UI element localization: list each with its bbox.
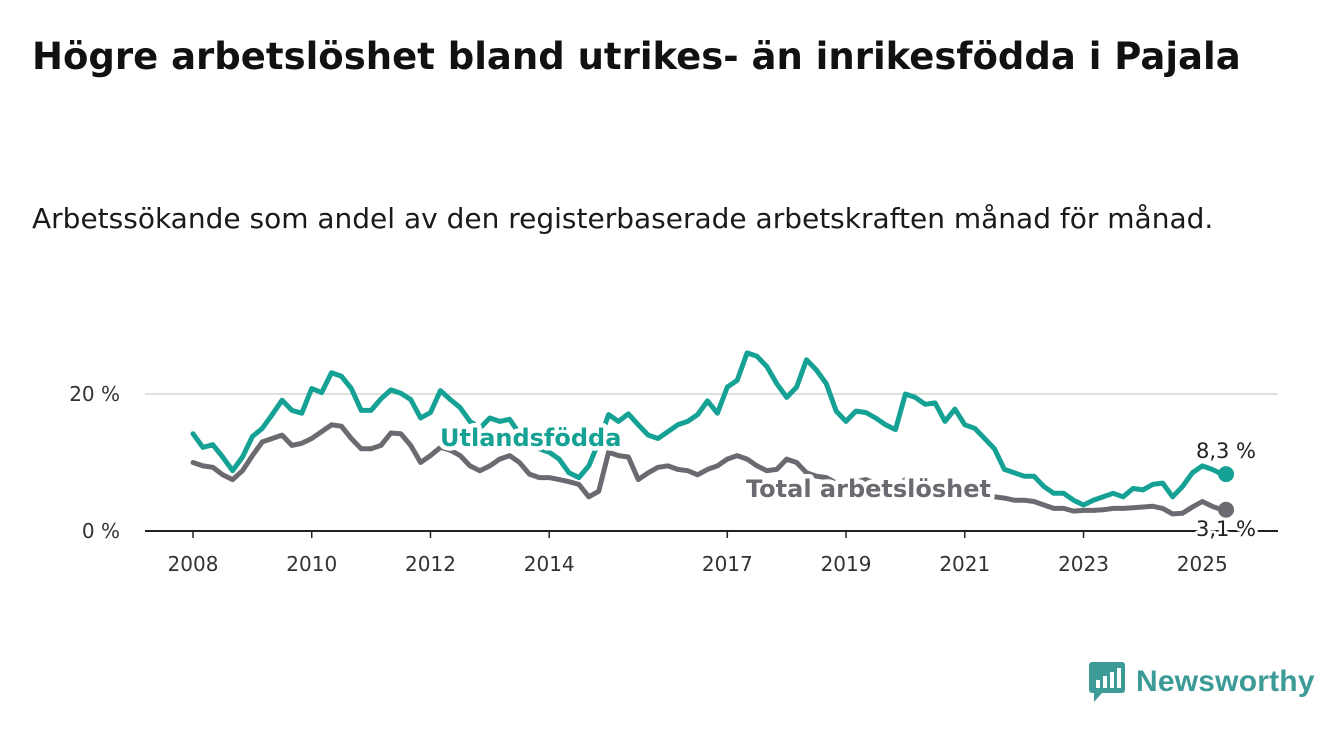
brand-name: Newsworthy [1136,665,1315,698]
x-tick-label: 2019 [821,552,872,576]
x-tick-label: 2014 [524,552,575,576]
series-name-halo: Utlandsfödda [440,424,621,452]
end-value-halo: 3,1 % [1196,517,1256,541]
x-tick-label: 2017 [702,552,753,576]
y-tick-label: 0 % [82,519,120,543]
chart-title: Högre arbetslöshet bland utrikes- än inr… [32,35,1241,78]
series-end-marker [1218,466,1235,483]
x-tick-label: 2025 [1177,552,1228,576]
x-tick-label: 2023 [1058,552,1109,576]
series-name-halo: Total arbetslöshet [746,475,991,503]
series-name-label: Total arbetslöshet [746,475,991,503]
x-axis-ticks: 2008 2010 2012 2014 2017 2019 2021 2023 2025 [168,531,1228,576]
series-line-utlandsfodda [190,350,1225,508]
end-value-label: 8,3 % [1196,439,1256,463]
grid-layer [145,393,1278,532]
x-tick-label: 2021 [939,552,990,576]
end-value-halo: 8,3 % [1196,439,1256,463]
x-tick-label: 2012 [405,552,456,576]
series-name-label: Utlandsfödda [440,424,621,452]
x-tick-label: 2008 [168,552,219,576]
series-end-marker [1218,501,1235,518]
newsworthy-brand[interactable]: Newsworthy [1088,660,1315,704]
end-value-label: 3,1 % [1196,517,1256,541]
series-line-total [190,422,1225,517]
series-layer [190,350,1235,518]
y-tick-label: 20 % [69,382,120,406]
chart-subtitle: Arbetssökande som andel av den registerb… [32,202,1214,235]
y-axis-ticks: 0 % 20 % [69,382,120,543]
newsworthy-logo-icon [1089,662,1125,702]
x-tick-label: 2010 [286,552,337,576]
